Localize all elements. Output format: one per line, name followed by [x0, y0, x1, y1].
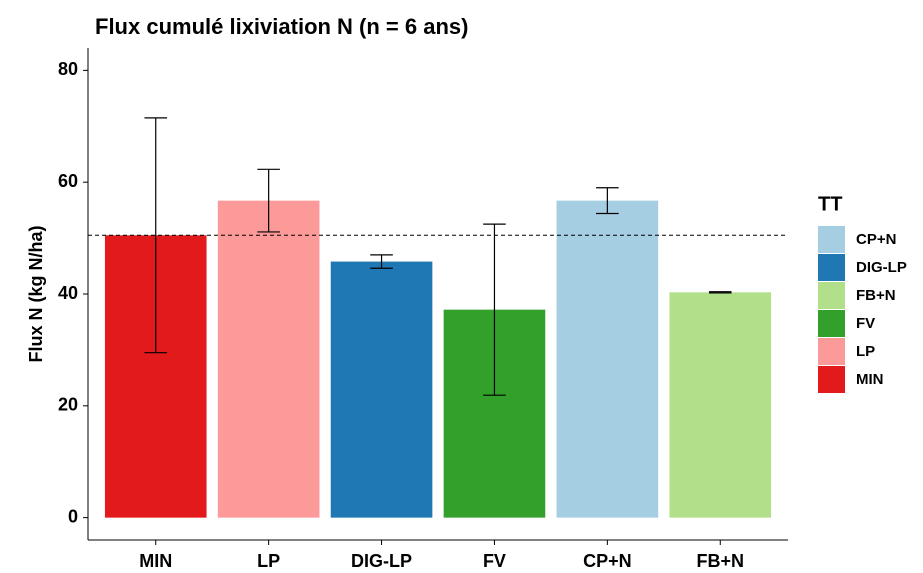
legend-label: LP: [856, 343, 875, 360]
chart-title: Flux cumulé lixiviation N (n = 6 ans): [95, 14, 468, 39]
y-axis-label: Flux N (kg N/ha): [26, 225, 46, 362]
bar: [556, 200, 659, 518]
legend-key: [818, 226, 845, 253]
legend-label: CP+N: [856, 231, 896, 248]
error-bar: [596, 187, 619, 215]
legend-key: [818, 282, 845, 309]
error-bar: [257, 168, 280, 233]
x-tick-label: FB+N: [697, 551, 745, 571]
y-tick-label: 0: [68, 506, 78, 526]
y-tick-label: 60: [58, 171, 78, 191]
legend-label: FB+N: [856, 287, 896, 304]
x-tick-label: LP: [257, 551, 280, 571]
legend-title: TT: [818, 193, 842, 215]
legend-label: DIG-LP: [856, 259, 907, 276]
error-bar: [370, 254, 393, 269]
error-bar: [483, 223, 506, 396]
error-bar: [144, 117, 168, 354]
y-tick-label: 20: [58, 395, 78, 415]
bar: [669, 292, 772, 518]
legend-key: [818, 254, 845, 281]
legend-label: FV: [856, 315, 875, 332]
error-bar: [708, 291, 732, 294]
legend-key: [818, 366, 845, 393]
x-tick-label: FV: [483, 551, 506, 571]
x-tick-label: CP+N: [583, 551, 632, 571]
legend-key: [818, 310, 845, 337]
x-tick-label: DIG-LP: [351, 551, 412, 571]
bar: [330, 261, 433, 518]
y-tick-label: 40: [58, 283, 78, 303]
bar: [217, 200, 320, 518]
x-tick-label: MIN: [139, 551, 172, 571]
legend-label: MIN: [856, 371, 884, 388]
y-tick-label: 80: [58, 59, 78, 79]
legend-key: [818, 338, 845, 365]
